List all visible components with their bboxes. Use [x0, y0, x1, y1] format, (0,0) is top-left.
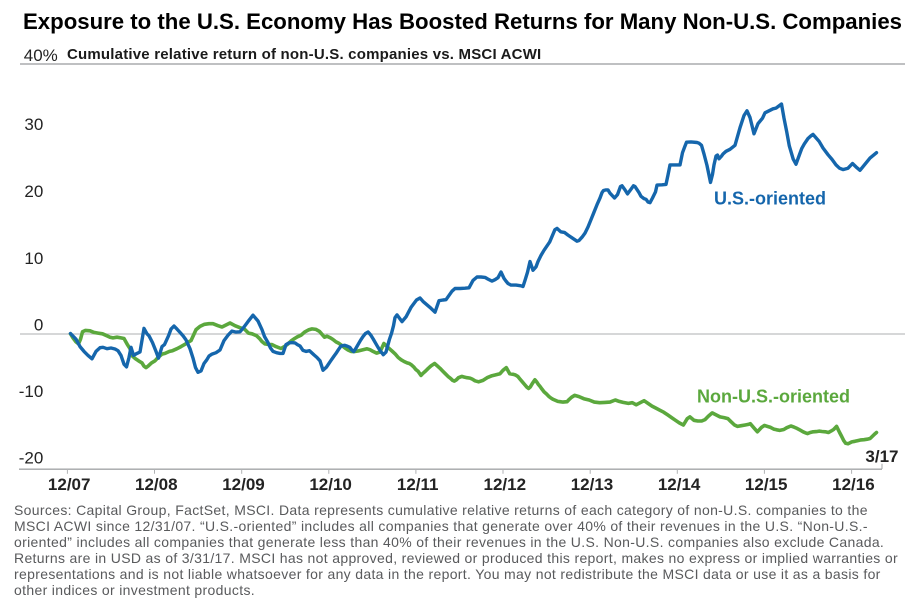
svg-text:-10: -10 [19, 382, 44, 401]
svg-text:10: 10 [24, 249, 43, 268]
svg-text:Non-U.S.-oriented: Non-U.S.-oriented [697, 387, 850, 407]
svg-text:12/14: 12/14 [658, 475, 701, 494]
svg-text:U.S.-oriented: U.S.-oriented [714, 189, 826, 209]
svg-text:12/07: 12/07 [48, 475, 91, 494]
svg-text:30: 30 [24, 115, 43, 134]
svg-text:12/09: 12/09 [222, 475, 265, 494]
svg-text:12/16: 12/16 [832, 475, 875, 494]
svg-text:40%: 40% [24, 46, 58, 65]
svg-text:20: 20 [24, 182, 43, 201]
svg-text:Cumulative relative return of: Cumulative relative return of non-U.S. c… [67, 46, 541, 63]
svg-text:12/10: 12/10 [309, 475, 352, 494]
svg-text:12/11: 12/11 [397, 475, 439, 494]
svg-text:3/17: 3/17 [865, 447, 898, 466]
svg-text:12/13: 12/13 [571, 475, 614, 494]
svg-text:-20: -20 [19, 449, 44, 468]
svg-text:12/15: 12/15 [745, 475, 788, 494]
svg-text:12/08: 12/08 [135, 475, 178, 494]
svg-text:0: 0 [34, 315, 43, 334]
svg-text:12/12: 12/12 [484, 475, 527, 494]
